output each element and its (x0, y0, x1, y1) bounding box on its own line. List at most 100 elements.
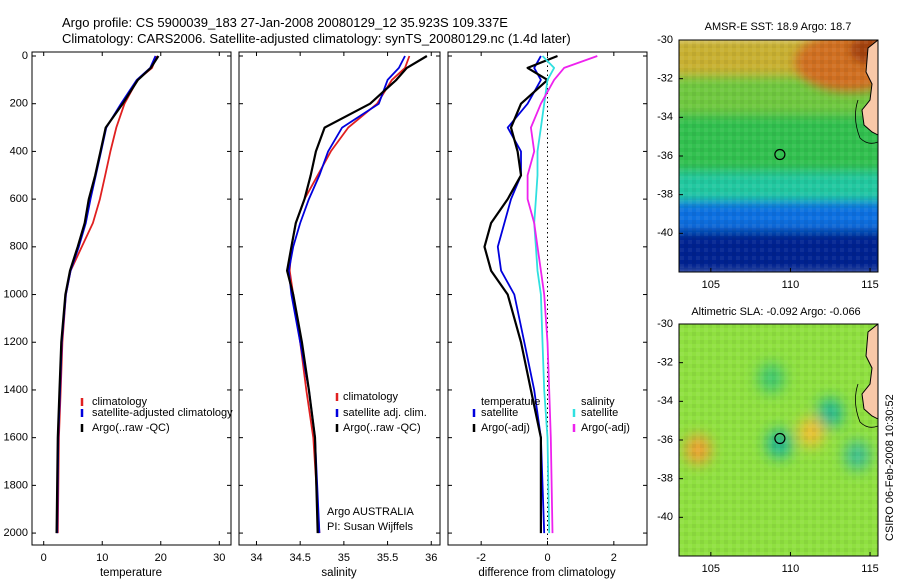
x-tick-label: 34.5 (289, 552, 310, 564)
difference-y-ticks (448, 55, 647, 534)
temperature-x-ticks: 0 10 20 30 (41, 52, 225, 564)
argo-country-annotation: Argo AUSTRALIA (327, 506, 414, 518)
x-tick-label: 36 (425, 552, 437, 564)
temperature-axes-frame (31, 51, 232, 546)
y-tick-label: 2000 (4, 527, 28, 539)
difference-panel: -2 0 2 difference from climatology tempera… (447, 51, 648, 579)
temperature-y-ticks: 0 200 400 600 800 1000 1200 1400 1600 1800 2000 (4, 50, 231, 539)
legend-label-satellite: satellite adj. clim. (343, 407, 427, 419)
lon-tick-label: 115 (861, 563, 879, 575)
salinity-x-label: salinity (321, 567, 356, 579)
salinity-x-ticks: 34 34.5 35 35.5 36 (250, 52, 437, 564)
lat-tick-label: -30 (657, 318, 673, 330)
legend-label-argo: Argo(..raw -QC) (92, 422, 170, 434)
difference-series (483, 54, 598, 534)
difference-legend: temperature salinity satellite Argo(-adj… (472, 396, 630, 434)
lat-tick-label: -40 (657, 227, 673, 239)
salinity-series (286, 55, 428, 534)
lat-tick-label: -32 (657, 73, 673, 85)
y-tick-label: 600 (10, 193, 28, 205)
salinity-legend: climatology satellite adj. clim. Argo(..… (335, 391, 427, 434)
x-tick-label: 20 (155, 552, 167, 564)
x-tick-label: 35 (338, 552, 350, 564)
argo-float-marker (774, 432, 786, 445)
lat-tick-label: -34 (657, 395, 673, 407)
sla-texture (679, 324, 878, 556)
title-line-2: Climatology: CARS2006. Satellite-adjuste… (62, 31, 571, 46)
sst-coastline (861, 40, 878, 136)
y-tick-label: 1600 (4, 432, 28, 444)
sla-map-panel: Altimetric SLA: -0.092 Argo: -0.066 -30 -… (657, 306, 879, 575)
temperature-x-label: temperature (100, 567, 162, 579)
legend-label-climatology: climatology (92, 396, 148, 408)
x-tick-label: 0 (41, 552, 47, 564)
y-tick-label: 1800 (4, 479, 28, 491)
y-tick-label: 200 (10, 98, 28, 110)
temperature-legend: climatology satellite-adjusted climatolo… (80, 396, 233, 434)
temperature-panel: 0 200 400 600 800 1000 1200 1400 1600 1800 2000 0 1… (4, 50, 234, 579)
x-tick-label: 2 (611, 552, 617, 564)
sla-lon-ticks: 105 110 115 (702, 552, 879, 575)
csiro-timestamp: CSIRO 06-Feb-2008 10:30:52 (884, 394, 896, 541)
legend-label-temp-satellite: satellite (481, 407, 518, 419)
lat-tick-label: -34 (657, 111, 673, 123)
legend-label-satellite: satellite-adjusted climatology (92, 407, 233, 419)
sla-lat-ticks: -30 -32 -34 -36 -38 -40 (657, 318, 683, 523)
sst-texture (679, 40, 878, 272)
lat-tick-label: -38 (657, 473, 673, 485)
legend-label-argo: Argo(..raw -QC) (343, 422, 421, 434)
legend-title-salinity: salinity (581, 396, 615, 408)
difference-x-ticks: -2 0 2 (476, 52, 617, 564)
lon-tick-label: 105 (702, 279, 720, 291)
salinity-panel: 34 34.5 35 35.5 36 salinity climatology sate… (238, 51, 441, 579)
y-tick-label: 800 (10, 241, 28, 253)
series-line-sal_argo (526, 55, 598, 534)
lat-tick-label: -32 (657, 357, 673, 369)
y-tick-label: 1000 (4, 288, 28, 300)
sst-bathymetry-contour (855, 99, 878, 144)
sst-map-title: AMSR-E SST: 18.9 Argo: 18.7 (705, 21, 852, 33)
y-tick-label: 1200 (4, 336, 28, 348)
x-tick-label: 30 (213, 552, 225, 564)
temperature-series (55, 55, 160, 534)
legend-label-climatology: climatology (343, 391, 399, 403)
sla-map-title: Altimetric SLA: -0.092 Argo: -0.066 (691, 306, 860, 318)
lat-tick-label: -38 (657, 189, 673, 201)
lat-tick-label: -30 (657, 34, 673, 46)
sst-map-panel: AMSR-E SST: 18.9 Argo: 18.7 -30 -32 -34 -36… (657, 21, 879, 291)
difference-x-label: difference from climatology (478, 567, 615, 579)
sla-field (679, 324, 878, 556)
legend-label-temp-argo: Argo(-adj) (481, 422, 530, 434)
argo-float-marker (774, 148, 786, 161)
x-tick-label: 10 (96, 552, 108, 564)
lon-tick-label: 110 (782, 279, 800, 291)
sst-lat-ticks: -30 -32 -34 -36 -38 -40 (657, 34, 683, 239)
sst-lon-ticks: 105 110 115 (702, 268, 879, 291)
sla-coastline (861, 324, 878, 420)
lon-tick-label: 115 (861, 279, 879, 291)
y-tick-label: 400 (10, 145, 28, 157)
x-tick-label: 34 (250, 552, 262, 564)
y-tick-label: 1400 (4, 384, 28, 396)
salinity-y-ticks (239, 55, 440, 534)
x-tick-label: -2 (476, 552, 486, 564)
title-line-1: Argo profile: CS 5900039_183 27-Jan-2008… (62, 15, 508, 30)
y-tick-label: 0 (22, 50, 28, 62)
legend-label-sal-argo: Argo(-adj) (581, 422, 630, 434)
x-tick-label: 0 (544, 552, 550, 564)
lon-tick-label: 105 (702, 563, 720, 575)
legend-title-temperature: temperature (481, 396, 540, 408)
legend-label-sal-satellite: satellite (581, 407, 618, 419)
pi-annotation: PI: Susan Wijffels (327, 521, 413, 533)
lon-tick-label: 110 (782, 563, 800, 575)
series-line-argo (483, 54, 558, 534)
salinity-axes-frame (238, 51, 441, 546)
lat-tick-label: -40 (657, 511, 673, 523)
sst-field (679, 40, 878, 272)
sla-bathymetry-contour (855, 383, 878, 428)
lat-tick-label: -36 (657, 150, 673, 162)
series-line-sal_satellite (533, 55, 555, 534)
x-tick-label: 35.5 (377, 552, 398, 564)
series-line-argo (55, 55, 160, 534)
